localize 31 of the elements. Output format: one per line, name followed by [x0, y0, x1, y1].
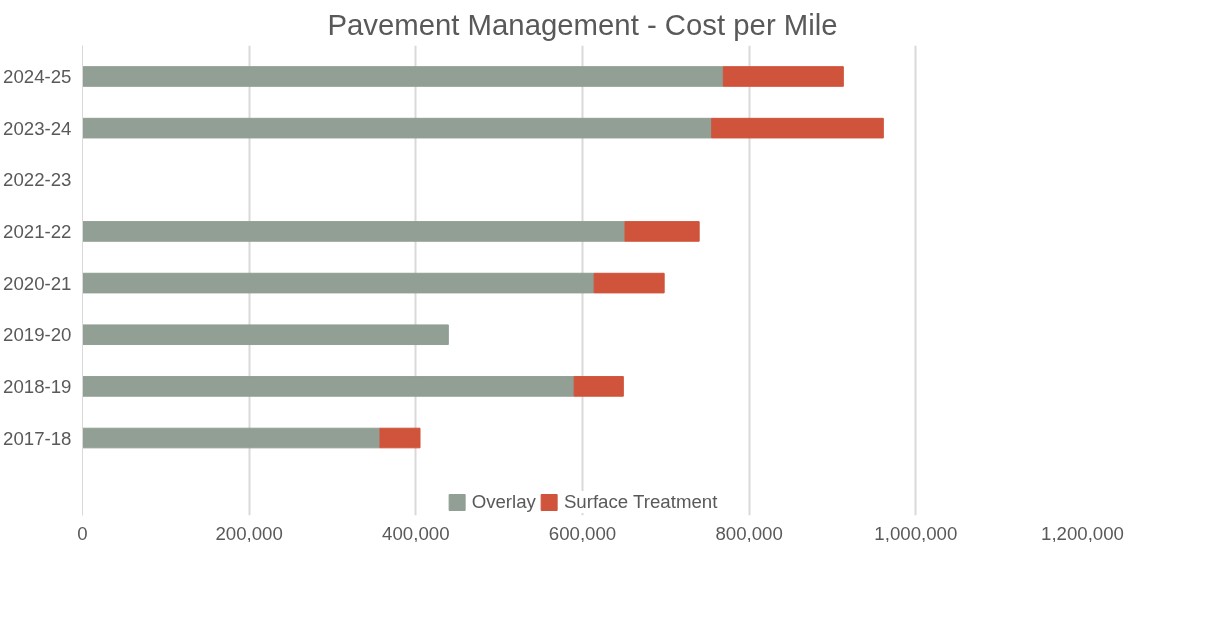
legend-label: Overlay	[471, 491, 536, 513]
x-tick-label: 600,000	[548, 522, 617, 544]
x-tick-label: 400,000	[382, 522, 450, 544]
bar	[82, 272, 595, 294]
bar	[82, 324, 449, 346]
bar	[573, 376, 624, 397]
y-tick-label: 2020-21	[3, 272, 72, 294]
bar	[722, 66, 844, 87]
bar	[82, 66, 724, 87]
chart-title: Pavement Management - Cost per Mile	[327, 7, 838, 41]
y-tick-label: 2024-25	[3, 65, 72, 87]
bar	[82, 117, 713, 139]
x-tick-label: 0	[77, 522, 88, 544]
y-tick-label: 2023-24	[3, 117, 72, 139]
bar	[624, 221, 700, 242]
legend-label: Surface Treatment	[563, 491, 718, 513]
bar	[379, 427, 421, 449]
bar	[82, 376, 575, 397]
y-tick-label: 2021-22	[3, 220, 72, 242]
bar	[82, 427, 381, 449]
bar	[711, 117, 884, 139]
x-tick-label: 1,000,000	[874, 522, 958, 544]
x-tick-label: 1,200,000	[1041, 522, 1124, 544]
y-tick-label: 2022-23	[3, 169, 72, 191]
bar	[593, 272, 665, 294]
bar	[82, 221, 626, 242]
y-tick-label: 2018-19	[3, 375, 72, 397]
y-tick-label: 2019-20	[3, 324, 72, 346]
y-tick-label: 2017-18	[3, 427, 72, 449]
x-tick-label: 200,000	[215, 522, 283, 544]
x-tick-label: 800,000	[715, 522, 783, 544]
